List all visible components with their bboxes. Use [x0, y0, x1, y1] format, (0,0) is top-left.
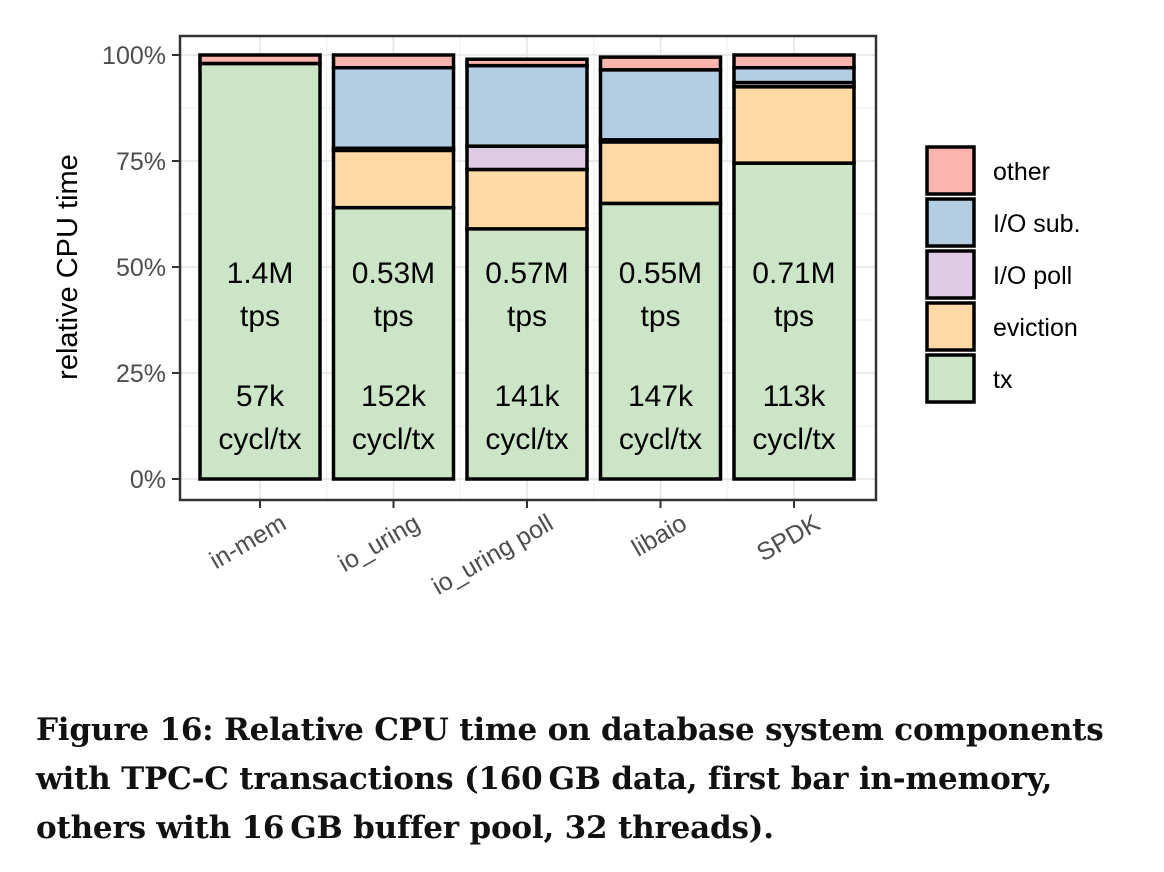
bar-label-tps-unit: tps [507, 300, 547, 333]
legend-label: eviction [993, 314, 1078, 342]
bar-segment-other [331, 53, 456, 70]
stacked-bar-chart: 1.4M tps 57k cycl/tx 0.53M tps 152k cycl/tx 0.57… [52, 34, 1081, 601]
bar-label-tps: 0.57M [485, 257, 568, 290]
legend-swatch [925, 145, 976, 196]
y-tick-label: 75% [116, 148, 166, 176]
bar-segment-eviction [331, 148, 456, 210]
bar-label-tps: 0.71M [752, 257, 835, 290]
bar-stack-io-uring-poll [465, 57, 589, 481]
x-tick-label: io_uring poll [427, 509, 558, 601]
bar-label-cycles: 141k [494, 380, 560, 413]
bar-segment-tx [331, 205, 456, 481]
legend-swatch [925, 301, 976, 352]
bar-segment-i-o-sub- [732, 65, 856, 85]
bar-segment-eviction [598, 140, 723, 206]
legend-label: other [993, 158, 1050, 186]
bar-label-tps-unit: tps [774, 300, 814, 333]
bar-label-tps: 0.55M [619, 257, 702, 290]
bar-segment-i-o-sub- [598, 68, 723, 142]
bar-segment-i-o-sub- [465, 63, 589, 148]
bar-label-tps: 1.4M [227, 257, 294, 290]
legend-item-other: other [925, 145, 1050, 196]
bar-segment-i-o-poll [465, 144, 589, 172]
legend-swatch [925, 197, 976, 248]
bar-label-cycles-unit: cycl/tx [619, 423, 702, 456]
bar-segment-other [465, 57, 589, 68]
legend: other I/O sub. I/O poll eviction tx [925, 145, 1081, 404]
legend-item-i-o-sub-: I/O sub. [925, 197, 1081, 248]
legend-item-tx: tx [925, 353, 1013, 404]
y-axis: 0% 25% 50% 75% 100% [102, 42, 180, 494]
bar-segment-other [198, 53, 322, 66]
x-axis: in-mem io_uring io_uring poll libaio SPDK [205, 500, 825, 601]
figure-caption: Figure 16: Relative CPU time on database… [36, 712, 1104, 846]
bar-stack-spdk [732, 53, 856, 481]
bar-label-cycles: 147k [628, 380, 694, 413]
bar-label-cycles-unit: cycl/tx [485, 423, 568, 456]
legend-label: I/O poll [993, 262, 1072, 290]
bar-label-cycles: 152k [361, 380, 427, 413]
bar-label-cycles-unit: cycl/tx [352, 423, 435, 456]
legend-label: tx [993, 366, 1013, 394]
bar-stack-libaio [598, 55, 723, 481]
bar-segment-i-o-sub- [331, 65, 456, 151]
y-tick-label: 100% [102, 42, 166, 70]
x-tick-label: in-mem [205, 509, 291, 575]
legend-swatch [925, 249, 976, 300]
legend-item-eviction: eviction [925, 301, 1078, 352]
legend-item-i-o-poll: I/O poll [925, 249, 1072, 300]
bar-stack-in-mem [198, 53, 322, 481]
bar-segment-tx [732, 161, 856, 481]
bars [198, 53, 856, 481]
bar-label-cycles-unit: cycl/tx [752, 423, 835, 456]
bar-segment-tx [465, 227, 589, 481]
bar-stack-io-uring [331, 53, 456, 481]
bar-label-tps: 0.53M [352, 257, 435, 290]
bar-label-cycles: 113k [763, 380, 827, 413]
bar-label-cycles: 57k [236, 380, 285, 413]
x-tick-label: SPDK [752, 509, 825, 567]
bar-segment-other [598, 55, 723, 72]
bar-segment-other [732, 53, 856, 70]
bar-segment-eviction [732, 85, 856, 165]
bar-label-tps-unit: tps [373, 300, 413, 333]
bar-labels: 1.4M tps 57k cycl/tx 0.53M tps 152k cycl/tx 0.57… [218, 257, 835, 456]
bar-label-tps-unit: tps [640, 300, 680, 333]
x-tick-label: libaio [627, 509, 692, 562]
y-tick-label: 50% [116, 254, 166, 282]
y-axis-label: relative CPU time [52, 154, 84, 380]
legend-label: I/O sub. [993, 210, 1081, 238]
y-tick-label: 25% [116, 360, 166, 388]
y-tick-label: 0% [130, 466, 166, 494]
x-tick-label: io_uring [333, 509, 424, 578]
bar-label-cycles-unit: cycl/tx [218, 423, 301, 456]
bar-segment-eviction [465, 167, 589, 231]
legend-swatch [925, 353, 976, 404]
bar-label-tps-unit: tps [240, 300, 280, 333]
